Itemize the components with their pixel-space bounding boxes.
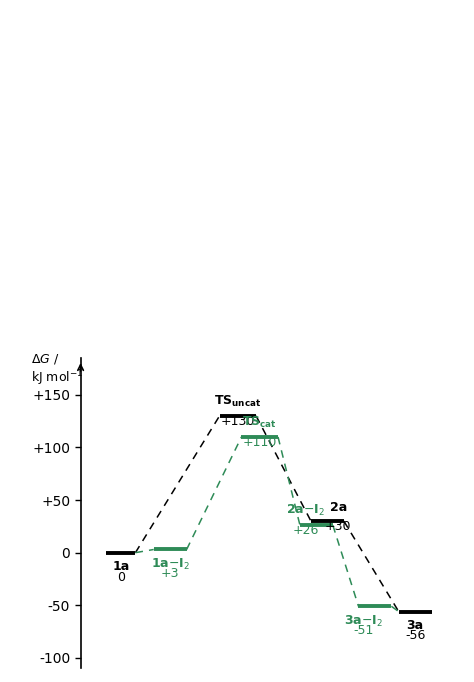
Text: 3a: 3a xyxy=(407,619,424,632)
Text: 1a: 1a xyxy=(112,560,129,573)
Text: -51: -51 xyxy=(354,624,374,637)
Text: +110: +110 xyxy=(243,436,277,449)
Text: TS$_\mathregular{cat}$: TS$_\mathregular{cat}$ xyxy=(242,415,277,430)
Text: 0: 0 xyxy=(117,571,125,584)
Text: 2a$-$I$_2$: 2a$-$I$_2$ xyxy=(286,503,325,518)
Text: +30: +30 xyxy=(325,520,352,533)
Text: 2a: 2a xyxy=(330,501,347,514)
Text: $\Delta G$ /
kJ mol$^{-1}$: $\Delta G$ / kJ mol$^{-1}$ xyxy=(31,352,83,388)
Text: 3a$-$I$_2$: 3a$-$I$_2$ xyxy=(345,614,383,629)
Text: 1a$-$I$_2$: 1a$-$I$_2$ xyxy=(151,557,190,572)
Text: -56: -56 xyxy=(405,629,425,642)
Text: +130: +130 xyxy=(220,415,255,428)
Text: TS$_\mathregular{uncat}$: TS$_\mathregular{uncat}$ xyxy=(214,394,262,409)
Text: +3: +3 xyxy=(161,567,180,580)
Text: +26: +26 xyxy=(292,524,319,537)
